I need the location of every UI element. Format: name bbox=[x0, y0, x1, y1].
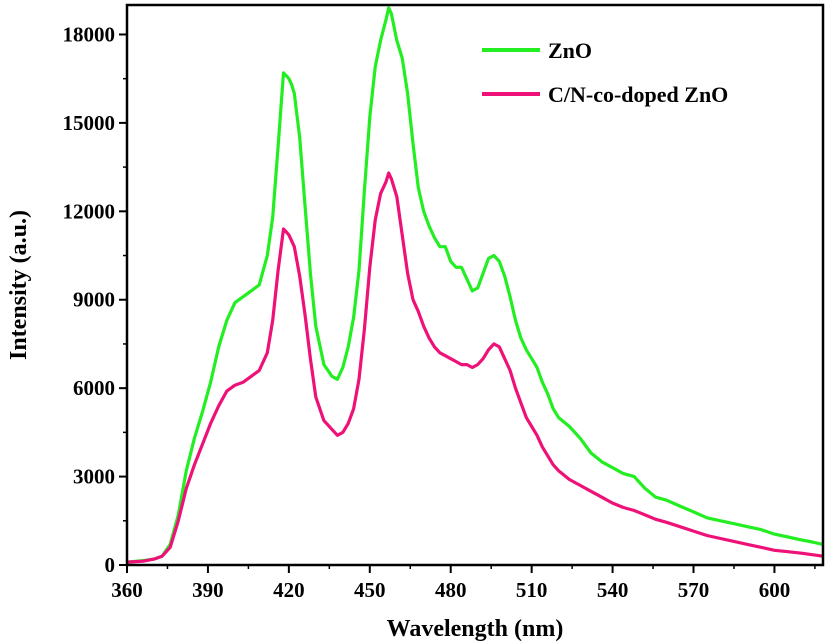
series-lines bbox=[126, 6, 824, 564]
y-axis-title: Intensity (a.u.) bbox=[6, 210, 32, 360]
legend: ZnO C/N-co-doped ZnO bbox=[482, 38, 728, 107]
series-line bbox=[126, 6, 824, 564]
x-tick-label: 570 bbox=[678, 578, 710, 602]
y-tick-label: 12000 bbox=[63, 199, 116, 223]
x-tick-label: 420 bbox=[273, 578, 305, 602]
x-axis-title: Wavelength (nm) bbox=[387, 616, 564, 642]
y-tick-label: 6000 bbox=[73, 376, 115, 400]
y-tick-label: 18000 bbox=[63, 22, 116, 46]
x-tick-label: 540 bbox=[597, 578, 629, 602]
x-tick-label: 510 bbox=[516, 578, 548, 602]
y-tick-label: 3000 bbox=[73, 465, 115, 489]
x-tick-label: 390 bbox=[192, 578, 224, 602]
series-line bbox=[126, 171, 824, 564]
y-axis-ticks: 0 3000 6000 9000 12000 15000 18000 bbox=[63, 22, 127, 577]
x-tick-label: 450 bbox=[354, 578, 386, 602]
legend-label: C/N-co-doped ZnO bbox=[548, 82, 728, 107]
y-tick-label: 15000 bbox=[63, 111, 116, 135]
x-axis-ticks: 360 390 420 450 480 510 540 570 600 bbox=[111, 565, 816, 602]
y-tick-label: 9000 bbox=[73, 288, 115, 312]
x-tick-label: 480 bbox=[435, 578, 467, 602]
legend-label: ZnO bbox=[548, 38, 592, 63]
y-tick-label: 0 bbox=[105, 553, 116, 577]
plot-frame bbox=[125, 3, 825, 567]
x-tick-label: 600 bbox=[759, 578, 791, 602]
x-tick-label: 360 bbox=[111, 578, 143, 602]
